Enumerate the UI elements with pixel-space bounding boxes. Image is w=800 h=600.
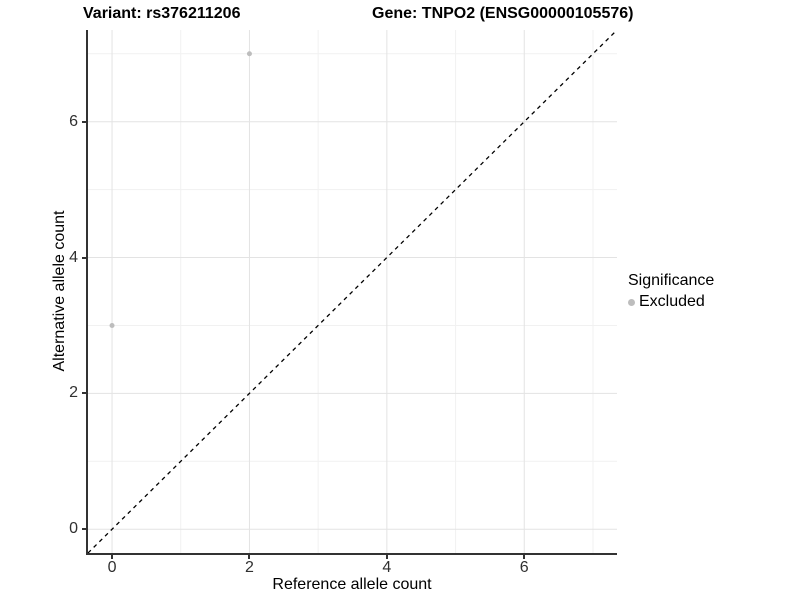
data-point-excluded: [246, 51, 252, 57]
x-tick-label: 6: [519, 559, 529, 576]
y-tick-label: 6: [69, 112, 78, 130]
x-tick-mark: [248, 555, 251, 559]
data-point-excluded: [109, 322, 115, 328]
y-tick-mark: [82, 120, 86, 123]
y-tick-mark: [82, 528, 86, 531]
plot-title-variant: Variant: rs376211206: [83, 5, 241, 22]
x-axis-title: Reference allele count: [272, 576, 432, 593]
y-tick-label: 4: [69, 248, 78, 266]
y-tick-mark: [82, 256, 86, 259]
y-tick-label: 2: [69, 384, 78, 402]
legend-title: Significance: [628, 272, 715, 289]
x-tick-mark: [385, 555, 388, 559]
x-tick-mark: [523, 555, 526, 559]
y-tick-label: 0: [69, 520, 78, 538]
plot-title-gene: Gene: TNPO2 (ENSG00000105576): [372, 5, 634, 22]
excluded-point-icon: [628, 298, 635, 306]
identity-dashed-line: [88, 30, 617, 553]
legend: Significance Excluded: [628, 272, 714, 311]
y-tick-mark: [82, 392, 86, 395]
legend-item-excluded: Excluded: [628, 293, 714, 311]
x-tick-label: 2: [244, 559, 254, 576]
x-tick-label: 0: [107, 559, 117, 576]
plot-canvas: [88, 30, 617, 553]
legend-item-label: Excluded: [639, 293, 705, 310]
x-tick-mark: [111, 555, 114, 559]
y-axis-title: Alternative allele count: [51, 210, 68, 372]
x-tick-label: 4: [382, 559, 392, 576]
plot-panel: [86, 30, 617, 555]
